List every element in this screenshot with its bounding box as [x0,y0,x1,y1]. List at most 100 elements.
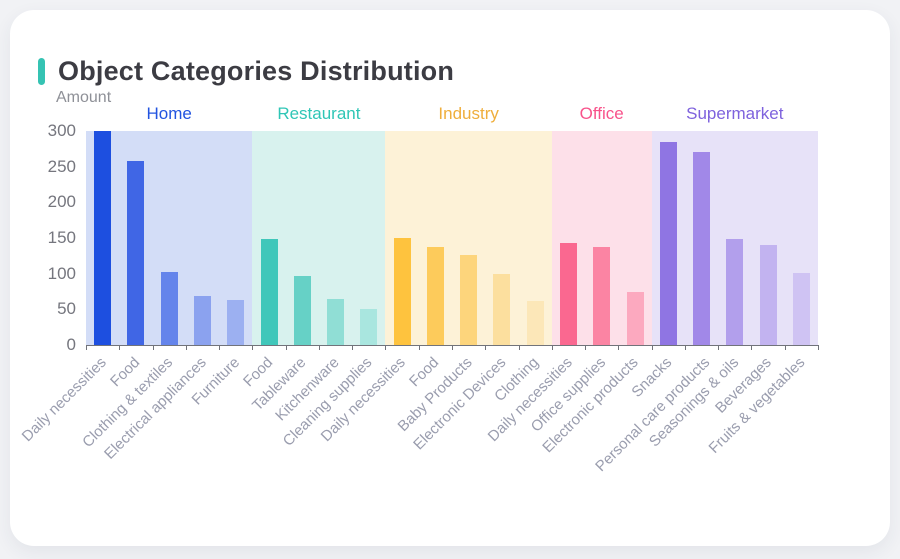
x-axis-label: Furniture [81,354,242,408]
x-axis-tick [684,345,686,350]
x-axis-tick [485,345,487,350]
x-axis-label: Electrical appliances [47,354,210,463]
bar-office-1 [559,242,577,345]
x-axis-tick [219,345,221,350]
x-axis-label: Daily necessities [0,354,110,445]
x-axis-label-text: Kitchenware [272,354,343,425]
x-axis-label: Personal care products [547,354,713,475]
x-axis-tick [418,345,420,350]
x-axis-tick [318,345,320,350]
chart-card: Object Categories Distribution Amount 0 5… [10,10,890,546]
bar-industry-2 [426,246,444,345]
x-axis-label-text: Office supplies [527,354,609,436]
group-label-supermarket: Supermarket [686,104,784,123]
bar-home-3 [160,272,178,345]
x-axis-label: Daily necessities [247,354,409,445]
x-axis-label-text: Food [239,354,277,391]
x-axis-tick [385,345,387,350]
x-axis-label-text: Clothing & textiles [79,354,177,451]
y-axis-tick-label: 300 [47,121,76,140]
bar-supermarket-3 [726,239,744,345]
x-axis-label-text: Clothing [491,354,543,405]
x-axis-label: Baby Products [314,354,476,435]
x-axis-label-text: Daily necessities [318,354,410,446]
x-axis-label: Cleaning supplies [214,354,376,450]
bar-home-2 [127,160,145,345]
x-axis-label: Electronic Devices [347,354,509,453]
x-axis-label-text: Daily necessities [18,354,110,446]
x-axis-tick [651,345,653,350]
x-axis-label: Kitchenware [181,354,342,424]
x-axis-label: Food [114,354,276,390]
x-axis-tick [585,345,587,350]
x-axis-label-text: Fruits & vegetables [705,354,809,457]
chart-title: Object Categories Distribution [58,56,455,86]
x-axis-label: Fruits & vegetables [646,354,809,457]
bar-supermarket-1 [659,142,677,345]
bar-restaurant-3 [327,298,345,345]
bar-restaurant-2 [293,275,311,345]
bar-supermarket-5 [792,272,810,345]
x-axis-tick [518,345,520,350]
y-axis-title: Amount [56,89,112,106]
x-axis-tick [252,345,254,350]
bar-industry-5 [526,300,544,345]
x-axis-label-text: Snacks [628,354,676,401]
bar-restaurant-1 [260,239,278,345]
x-axis-tick [185,345,187,350]
x-axis-tick [784,345,786,350]
bar-home-1 [94,131,112,345]
group-label-industry: Industry [438,104,499,123]
x-axis-label: Clothing [380,354,542,405]
x-axis-label: Clothing & textiles [14,354,176,451]
x-axis-label-text: Food [106,354,143,391]
x-axis-label-text: Electronic products [539,354,643,457]
y-axis-tick-label: 0 [66,335,76,354]
bar-industry-4 [493,274,511,345]
x-axis-tick [618,345,620,350]
x-axis-label-text: Baby Products [394,354,476,436]
x-axis-label-text: Furniture [188,354,243,409]
x-axis-label: Food [0,354,143,390]
x-axis-tick [452,345,453,350]
x-axis-label-text: Seasonings & oils [645,354,742,451]
x-axis-label: Tableware [147,354,309,414]
bar-office-3 [626,291,644,345]
x-axis-label-text: Electrical appliances [100,354,210,463]
chart-header: Object Categories Distribution [38,56,454,87]
title-accent-bar [38,58,45,85]
bar-supermarket-4 [759,245,777,345]
y-axis-tick-label: 250 [47,156,76,176]
group-label-restaurant: Restaurant [277,104,361,123]
group-label-office: Office [579,104,624,123]
x-axis-label-text: Tableware [248,354,310,415]
x-axis-label: Food [280,354,442,390]
y-axis-tick-label: 200 [47,192,76,212]
x-axis-tick [751,345,753,350]
bar-supermarket-2 [693,151,711,345]
x-axis-tick [119,345,121,350]
x-axis-label-text: Food [406,354,443,391]
x-axis-label-text: Cleaning supplies [280,354,376,450]
x-axis-label-text: Personal care products [591,354,713,476]
x-axis-tick [718,345,720,350]
x-axis-tick [86,345,87,350]
x-axis-tick [152,345,154,350]
bar-industry-3 [460,255,478,345]
x-axis-tick [551,345,553,350]
bar-restaurant-4 [360,308,378,345]
x-axis-label: Beverages [613,354,775,417]
y-axis-tick-label: 50 [57,299,76,319]
x-axis-label-text: Beverages [712,354,776,417]
x-axis-label: Daily necessities [413,354,575,445]
bar-industry-1 [393,238,411,345]
x-axis-label-text: Electronic Devices [409,354,509,454]
group-label-home: Home [146,104,192,123]
x-axis-label-text: Daily necessities [484,354,576,446]
x-axis-tick [352,345,354,350]
chart-plot-area: 0 50 100 150 200 250 300 Home Daily necessities F… [10,10,890,546]
x-axis-label: Electronic products [480,354,642,456]
bar-home-5 [227,300,245,345]
x-axis-label: Office supplies [447,354,608,435]
x-axis-label: Snacks [513,354,675,401]
